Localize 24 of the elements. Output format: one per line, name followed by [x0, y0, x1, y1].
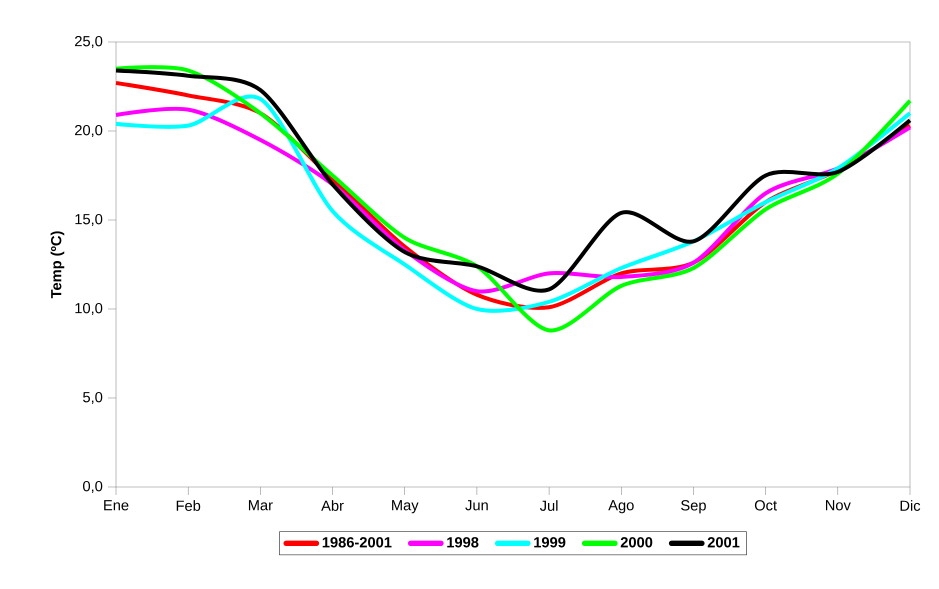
y-tick-label: 20,0	[75, 124, 102, 138]
x-tick-label: Dic	[900, 500, 920, 511]
legend-label: 1999	[534, 537, 566, 548]
y-tick-label: 10,0	[75, 302, 102, 316]
y-tick-label: 5,0	[83, 392, 102, 404]
legend-label: 1998	[447, 537, 478, 548]
x-tick-label: Ene	[104, 500, 128, 510]
x-tick-label: Feb	[176, 500, 200, 511]
x-tick-label: Ago	[608, 500, 634, 514]
y-tick-label: 15,0	[75, 214, 102, 226]
legend-label: 1986-2001	[322, 537, 392, 548]
y-tick-label: 25,0	[75, 36, 102, 48]
y-axis-title: Temp (ºC)	[50, 231, 64, 298]
x-tick-label: Jul	[540, 500, 558, 511]
legend-label: 2001	[708, 537, 740, 548]
x-tick-label: Oct	[754, 500, 777, 511]
legend-label: 2000	[620, 537, 652, 548]
x-tick-label: Abr	[321, 500, 344, 511]
y-tick-label: 0,0	[83, 480, 102, 494]
x-tick-label: Mar	[248, 500, 273, 510]
x-tick-label: May	[392, 500, 419, 514]
x-tick-label: Sep	[681, 500, 706, 514]
x-tick-label: Nov	[826, 500, 851, 510]
x-tick-label: Jun	[465, 500, 488, 510]
